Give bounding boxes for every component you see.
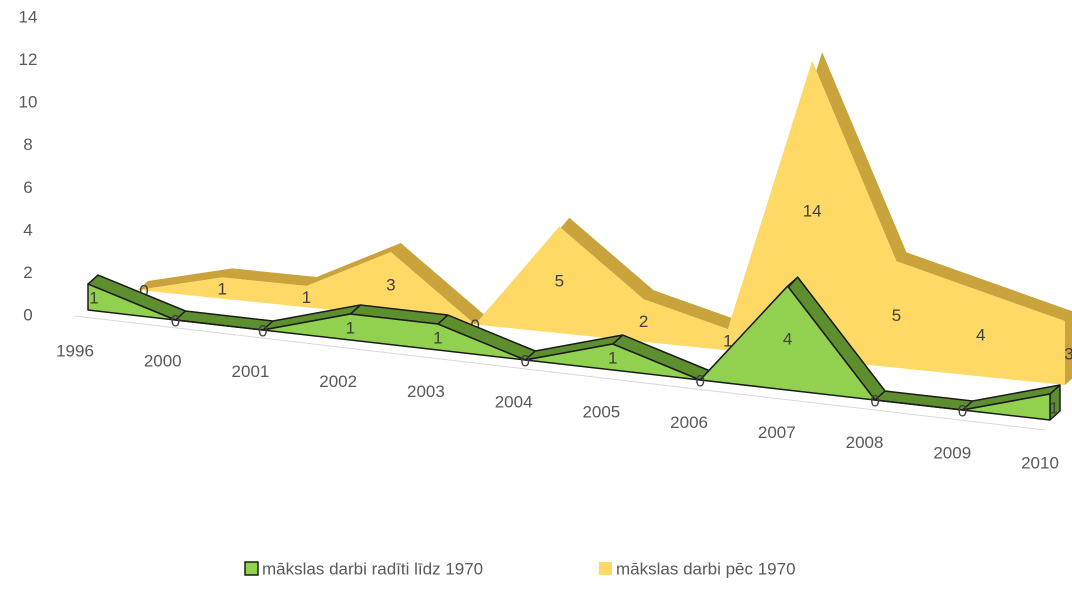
- data-label: 4: [783, 330, 792, 349]
- x-tick-label: 2010: [1021, 453, 1059, 472]
- x-tick-label: 2009: [933, 443, 971, 462]
- data-label: 1: [723, 331, 732, 350]
- y-tick-label: 4: [23, 220, 32, 239]
- data-label: 1: [346, 319, 355, 338]
- legend-label: mākslas darbi radīti līdz 1970: [262, 559, 483, 578]
- x-tick-label: 1996: [56, 341, 94, 360]
- x-tick-label: 2008: [846, 433, 884, 452]
- y-tick-label: 10: [19, 93, 38, 112]
- x-tick-label: 2000: [144, 352, 182, 371]
- data-label: 3: [386, 275, 395, 294]
- legend-label: mākslas darbi pēc 1970: [616, 559, 796, 578]
- data-label: 1: [433, 329, 442, 348]
- x-tick-label: 2002: [319, 372, 357, 391]
- data-label: 0: [139, 281, 148, 300]
- data-label: 1: [218, 279, 227, 298]
- x-tick-label: 2001: [232, 362, 270, 381]
- x-axis: [74, 315, 1046, 431]
- legend-swatch: [244, 561, 259, 576]
- y-tick-label: 6: [23, 178, 32, 197]
- y-tick-label: 0: [23, 305, 32, 324]
- area: [87, 283, 1051, 421]
- data-label: 0: [521, 351, 530, 370]
- data-label: 2: [639, 312, 648, 331]
- area-depth: [138, 52, 1072, 385]
- data-label: 1: [608, 349, 617, 368]
- data-label: 1: [1049, 399, 1058, 418]
- data-label: 0: [258, 321, 267, 340]
- x-tick-label: 2006: [670, 413, 708, 432]
- data-label: 1: [302, 288, 311, 307]
- x-tick-label: 2007: [758, 423, 796, 442]
- y-tick-label: 8: [23, 135, 32, 154]
- y-tick-label: 14: [19, 7, 38, 26]
- data-label: 14: [803, 202, 822, 221]
- data-label: 0: [870, 391, 879, 410]
- data-label: 0: [958, 401, 967, 420]
- x-tick-label: 2005: [582, 403, 620, 422]
- data-label: 5: [892, 306, 901, 325]
- data-label: 3: [1064, 345, 1072, 364]
- data-label: 4: [976, 325, 985, 344]
- data-label: 1: [89, 289, 98, 308]
- x-tick-label: 2004: [495, 392, 533, 411]
- x-tick-label: 2003: [407, 382, 445, 401]
- data-label: 0: [171, 311, 180, 330]
- data-label: 0: [695, 371, 704, 390]
- area: [138, 61, 1065, 385]
- legend-swatch: [599, 562, 612, 575]
- y-tick-label: 12: [19, 50, 38, 69]
- y-tick-label: 2: [23, 263, 32, 282]
- data-label: 5: [555, 271, 564, 290]
